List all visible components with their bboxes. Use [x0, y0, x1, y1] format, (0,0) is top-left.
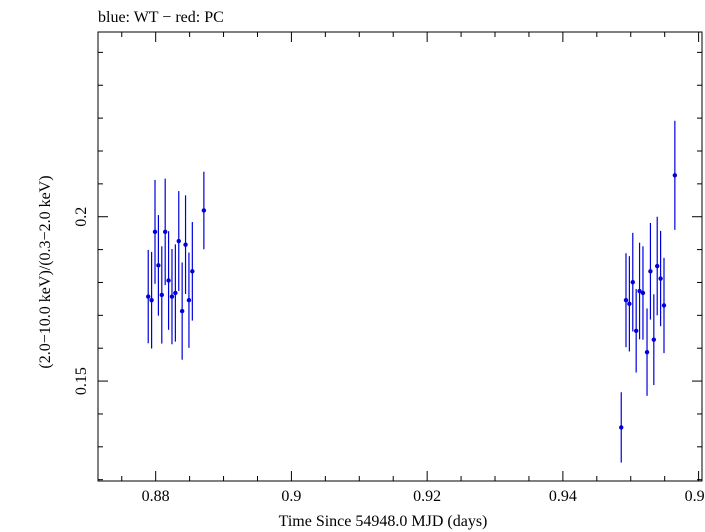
y-axis-label: (2.0−10.0 keV)/(0.3−2.0 keV)	[37, 175, 54, 368]
data-point	[623, 298, 629, 303]
x-tick-label: 0.94	[549, 488, 577, 505]
data-series-wt	[146, 120, 678, 463]
y-tick-label: 0.15	[73, 367, 90, 395]
data-point	[648, 269, 653, 274]
data-point	[176, 238, 181, 244]
data-point	[156, 263, 161, 268]
data-point	[627, 301, 632, 307]
data-point	[201, 208, 207, 213]
data-point	[146, 294, 151, 299]
data-point	[633, 328, 639, 333]
x-axis-ticks: 0.88 0.9 0.92 0.94 0.96	[121, 32, 705, 505]
x-axis-label: Time Since 54948.0 MJD (days)	[279, 513, 488, 530]
data-point	[149, 298, 154, 303]
data-point	[190, 269, 195, 274]
data-point	[640, 290, 646, 296]
y-axis-ticks: 0.15 0.2	[73, 51, 702, 481]
data-point	[159, 292, 164, 298]
data-point	[630, 279, 635, 285]
x-tick-label: 0.92	[413, 488, 441, 505]
data-point	[672, 173, 678, 178]
data-point	[637, 288, 642, 294]
data-point	[152, 229, 158, 235]
data-point	[661, 303, 667, 308]
x-tick-label: 0.96	[685, 488, 705, 505]
data-point	[179, 308, 185, 314]
data-point	[186, 298, 192, 303]
data-point	[183, 242, 188, 247]
data-point	[655, 263, 660, 269]
x-tick-label: 0.9	[281, 488, 301, 505]
y-tick-label: 0.2	[73, 207, 90, 227]
data-point	[169, 294, 175, 299]
data-point	[644, 349, 650, 355]
data-point	[651, 337, 657, 342]
chart-title: blue: WT − red: PC	[98, 9, 224, 26]
plot-frame	[97, 31, 703, 482]
x-tick-label: 0.88	[142, 488, 170, 505]
data-point	[173, 290, 178, 296]
data-point	[619, 425, 624, 430]
data-point	[166, 278, 171, 283]
data-point	[658, 276, 663, 281]
data-point	[162, 229, 168, 235]
